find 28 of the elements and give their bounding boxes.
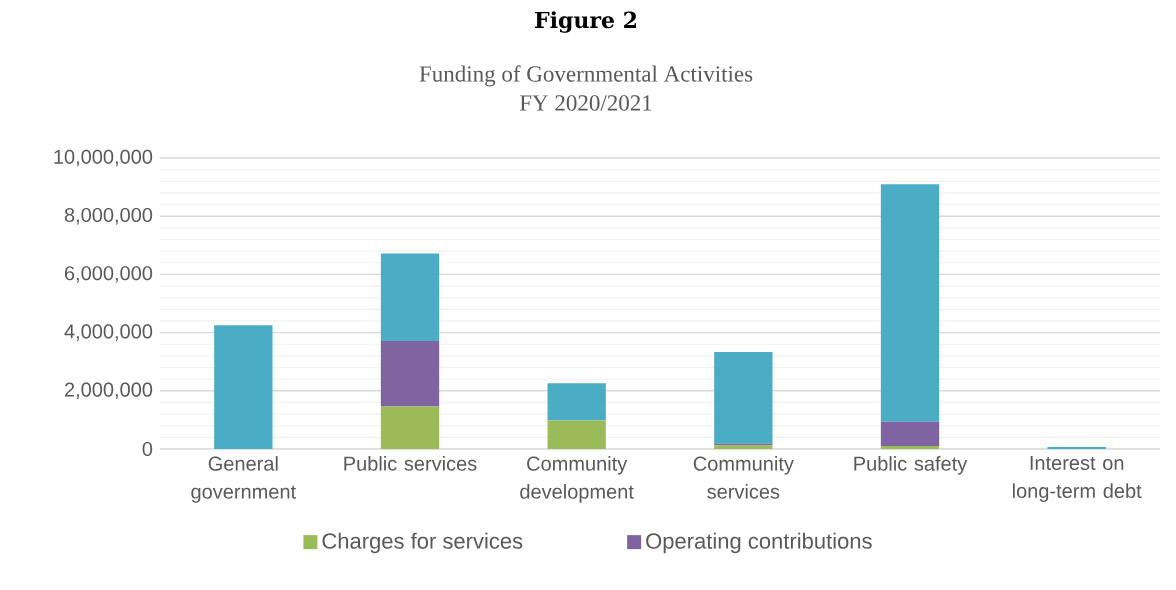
legend-label: Operating contributions xyxy=(646,532,872,554)
bar xyxy=(547,420,606,449)
bar xyxy=(214,325,273,449)
y-tick-label: 6,000,000 xyxy=(64,266,153,283)
bar xyxy=(380,406,440,449)
x-tick-label: Community services xyxy=(693,456,794,499)
bar xyxy=(380,341,440,407)
bar xyxy=(714,352,773,444)
bar xyxy=(880,184,940,422)
x-tick-label: Public services xyxy=(344,456,477,471)
x-tick-label: Community development xyxy=(520,456,634,503)
y-tick-label: 10,000,000 xyxy=(54,149,153,167)
chart-subtitle: FY 2020/2021 xyxy=(519,95,652,111)
x-tick-label: Public safety xyxy=(854,456,968,475)
bar xyxy=(1047,446,1106,449)
bar xyxy=(880,421,940,447)
bar xyxy=(880,446,940,449)
chart-title: Funding of Governmental Activities xyxy=(419,65,753,87)
y-tick-label: 2,000,000 xyxy=(64,382,153,400)
x-tick-label: Interest on long-term debt xyxy=(1012,456,1142,502)
y-tick-label: 0 xyxy=(142,441,153,457)
legend-label: Charges for services xyxy=(322,532,523,554)
y-tick-label: 4,000,000 xyxy=(64,324,153,341)
bar xyxy=(380,253,440,342)
bar xyxy=(547,383,606,421)
y-tick-label: 8,000,000 xyxy=(64,207,153,225)
x-tick-label: General government xyxy=(191,456,296,503)
caption: Figure 2 xyxy=(535,11,636,33)
